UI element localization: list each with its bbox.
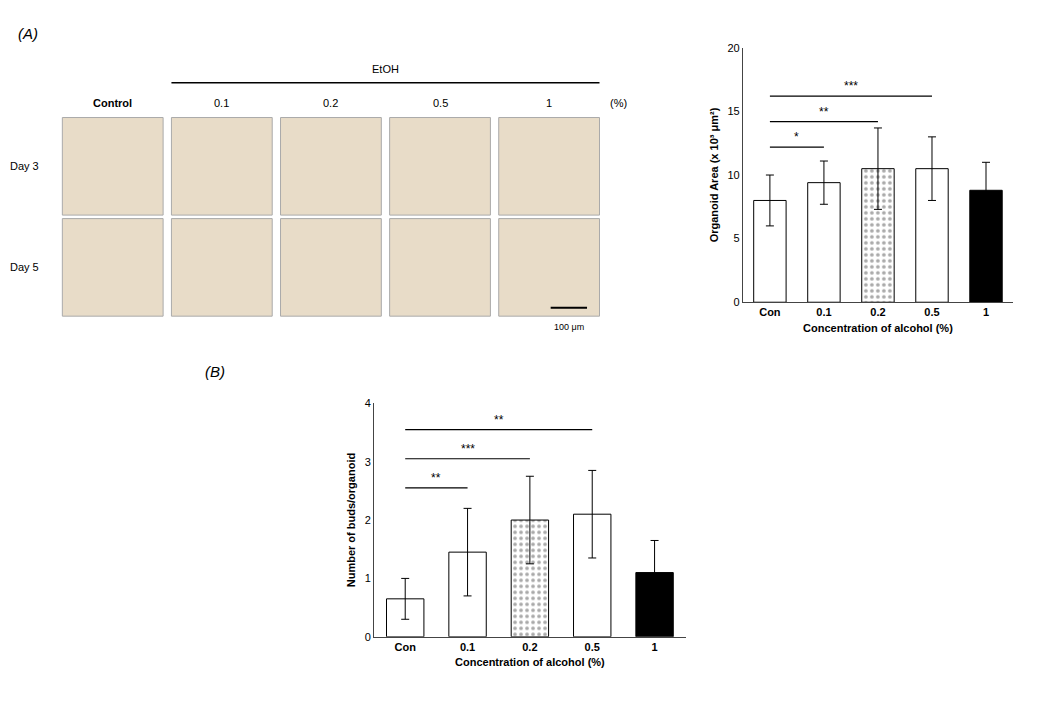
svg-text:3: 3 bbox=[365, 456, 371, 468]
svg-text:0.5: 0.5 bbox=[585, 641, 600, 653]
svg-text:Con: Con bbox=[759, 306, 781, 318]
svg-text:0.1: 0.1 bbox=[214, 97, 229, 109]
svg-text:2: 2 bbox=[365, 514, 371, 526]
svg-text:4: 4 bbox=[365, 397, 371, 409]
svg-text:(A): (A) bbox=[18, 25, 38, 42]
svg-text:0.1: 0.1 bbox=[460, 641, 475, 653]
svg-text:Con: Con bbox=[395, 641, 417, 653]
svg-text:Day 5: Day 5 bbox=[10, 261, 39, 273]
svg-text:(%): (%) bbox=[610, 97, 627, 109]
svg-text:100 μm: 100 μm bbox=[554, 322, 584, 332]
svg-text:**: ** bbox=[494, 413, 504, 427]
svg-text:1: 1 bbox=[546, 97, 552, 109]
svg-text:Concentration of alcohol (%): Concentration of alcohol (%) bbox=[455, 656, 605, 668]
svg-text:0.2: 0.2 bbox=[323, 97, 338, 109]
svg-text:Control: Control bbox=[93, 97, 132, 109]
svg-text:0.2: 0.2 bbox=[870, 306, 885, 318]
svg-text:Concentration of alcohol (%): Concentration of alcohol (%) bbox=[803, 322, 953, 334]
svg-text:10: 10 bbox=[727, 169, 739, 181]
svg-text:**: ** bbox=[819, 105, 829, 119]
svg-text:0: 0 bbox=[365, 631, 371, 643]
svg-text:20: 20 bbox=[727, 42, 739, 54]
svg-text:1: 1 bbox=[983, 306, 989, 318]
svg-text:0.1: 0.1 bbox=[816, 306, 831, 318]
svg-text:**: ** bbox=[431, 471, 441, 485]
svg-text:***: *** bbox=[844, 79, 858, 93]
svg-text:0.5: 0.5 bbox=[924, 306, 939, 318]
svg-text:Number of buds/organoid: Number of buds/organoid bbox=[345, 453, 357, 587]
svg-text:1: 1 bbox=[652, 641, 658, 653]
svg-text:*: * bbox=[794, 130, 799, 144]
svg-text:EtOH: EtOH bbox=[372, 63, 399, 75]
svg-text:Day 3: Day 3 bbox=[10, 160, 39, 172]
svg-text:(B): (B) bbox=[205, 363, 225, 380]
svg-text:1: 1 bbox=[365, 572, 371, 584]
svg-text:15: 15 bbox=[727, 105, 739, 117]
svg-text:***: *** bbox=[461, 442, 475, 456]
svg-text:5: 5 bbox=[734, 232, 740, 244]
svg-text:0: 0 bbox=[734, 296, 740, 308]
svg-text:Organoid Area (x 10³ μm²): Organoid Area (x 10³ μm²) bbox=[708, 107, 720, 242]
svg-text:0.5: 0.5 bbox=[433, 97, 448, 109]
svg-text:0.2: 0.2 bbox=[522, 641, 537, 653]
